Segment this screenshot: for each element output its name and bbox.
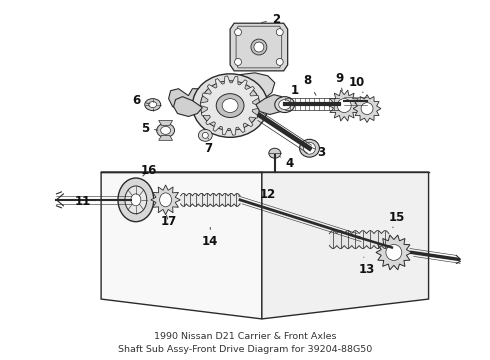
Ellipse shape [337, 99, 351, 113]
Polygon shape [230, 23, 288, 71]
Ellipse shape [275, 96, 294, 113]
Ellipse shape [202, 132, 208, 138]
Text: 8: 8 [303, 74, 316, 95]
Text: 16: 16 [141, 163, 157, 176]
Polygon shape [101, 172, 262, 319]
Ellipse shape [251, 39, 267, 55]
Text: 1: 1 [286, 84, 299, 100]
Ellipse shape [118, 178, 154, 222]
Text: 7: 7 [204, 138, 212, 155]
Ellipse shape [125, 186, 147, 214]
Text: 13: 13 [359, 257, 375, 276]
Polygon shape [376, 235, 412, 270]
Polygon shape [151, 185, 180, 215]
Ellipse shape [235, 58, 242, 66]
Polygon shape [173, 96, 202, 117]
Polygon shape [353, 95, 381, 122]
Polygon shape [220, 73, 275, 104]
Text: 5: 5 [141, 122, 158, 135]
Ellipse shape [216, 94, 244, 117]
Text: 12: 12 [260, 188, 276, 207]
Ellipse shape [193, 74, 268, 137]
Ellipse shape [386, 244, 402, 260]
Ellipse shape [276, 58, 283, 66]
Ellipse shape [198, 129, 212, 141]
Ellipse shape [269, 148, 281, 158]
Ellipse shape [200, 81, 260, 130]
Text: 15: 15 [389, 211, 405, 228]
Text: 3: 3 [314, 146, 325, 159]
Text: 4: 4 [280, 157, 294, 170]
Polygon shape [328, 90, 360, 121]
Polygon shape [169, 89, 210, 111]
Polygon shape [159, 135, 172, 140]
Ellipse shape [279, 100, 291, 109]
Text: 17: 17 [160, 215, 177, 228]
Ellipse shape [131, 194, 141, 206]
Ellipse shape [276, 29, 283, 36]
Ellipse shape [222, 99, 238, 113]
Text: Shaft Sub Assy-Front Drive Diagram for 39204-88G50: Shaft Sub Assy-Front Drive Diagram for 3… [118, 345, 372, 354]
Ellipse shape [157, 123, 174, 137]
Text: 6: 6 [133, 94, 150, 107]
Polygon shape [262, 172, 429, 319]
Text: 11: 11 [75, 195, 98, 208]
Text: 2: 2 [262, 13, 280, 26]
Ellipse shape [254, 42, 264, 52]
Polygon shape [256, 95, 285, 114]
Ellipse shape [235, 29, 242, 36]
Text: 14: 14 [202, 228, 219, 248]
Ellipse shape [303, 142, 316, 154]
Ellipse shape [361, 103, 373, 114]
Polygon shape [159, 121, 172, 125]
Ellipse shape [299, 139, 319, 157]
Ellipse shape [161, 126, 171, 134]
Ellipse shape [160, 193, 172, 207]
Text: 9: 9 [335, 72, 343, 91]
Text: 10: 10 [349, 76, 365, 93]
Text: 1990 Nissan D21 Carrier & Front Axles: 1990 Nissan D21 Carrier & Front Axles [154, 332, 336, 341]
Polygon shape [200, 76, 260, 135]
Ellipse shape [145, 99, 161, 111]
Ellipse shape [149, 102, 157, 108]
